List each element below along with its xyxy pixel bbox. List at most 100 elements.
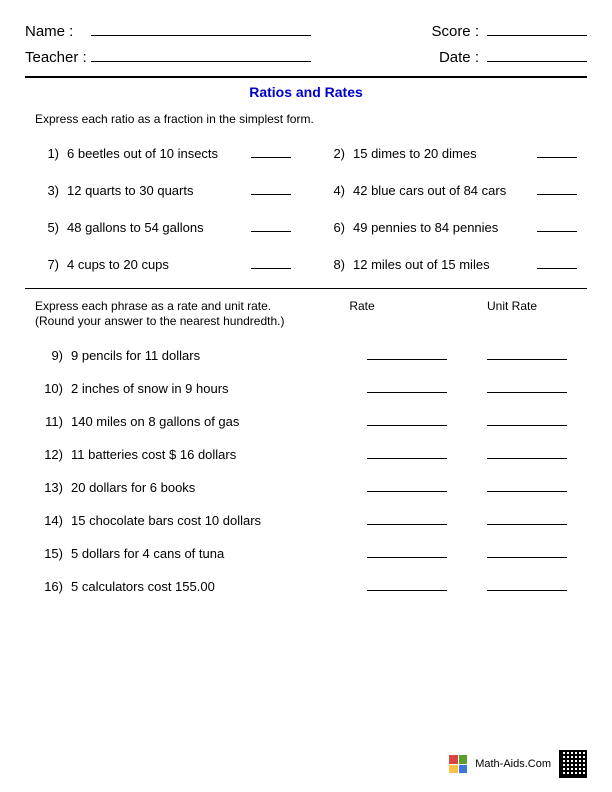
- score-blank-line: [487, 20, 587, 36]
- footer-site-text: Math-Aids.Com: [475, 758, 551, 770]
- section2-instructions-line2: (Round your answer to the nearest hundre…: [35, 314, 284, 328]
- answer-blank: [251, 231, 291, 232]
- question-number: 4): [321, 183, 345, 198]
- rate-blank: [367, 590, 447, 591]
- question-row: 15) 5 dollars for 4 cans of tuna: [35, 546, 577, 561]
- answer-blanks: [367, 590, 577, 591]
- answer-blanks: [367, 557, 577, 558]
- rate-blank: [367, 458, 447, 459]
- question-row: 1) 6 beetles out of 10 insects: [35, 146, 291, 161]
- question-number: 1): [35, 146, 59, 161]
- question-row: 13) 20 dollars for 6 books: [35, 480, 577, 495]
- question-row: 9) 9 pencils for 11 dollars: [35, 348, 577, 363]
- logo-cell-2: [459, 755, 468, 764]
- section1-grid: 1) 6 beetles out of 10 insects 2) 15 dim…: [25, 146, 587, 272]
- unit-rate-blank: [487, 590, 567, 591]
- score-label: Score :: [423, 23, 479, 40]
- question-number: 15): [35, 546, 63, 561]
- answer-blanks: [367, 425, 577, 426]
- column-headers: Rate Unit Rate: [317, 299, 577, 330]
- answer-blank: [251, 157, 291, 158]
- answer-blanks: [367, 392, 577, 393]
- rate-blank: [367, 359, 447, 360]
- question-row: 4) 42 blue cars out of 84 cars: [321, 183, 577, 198]
- rate-blank: [367, 524, 447, 525]
- answer-blanks: [367, 524, 577, 525]
- question-text: 5 dollars for 4 cans of tuna: [71, 546, 367, 561]
- question-text: 12 miles out of 15 miles: [353, 257, 533, 272]
- teacher-blank-line: [91, 46, 311, 62]
- unit-rate-column-header: Unit Rate: [467, 299, 557, 330]
- date-field-row: Date :: [423, 46, 587, 66]
- section2-instructions: Express each phrase as a rate and unit r…: [35, 299, 284, 330]
- question-row: 16) 5 calculators cost 155.00: [35, 579, 577, 594]
- logo-icon: [449, 755, 467, 773]
- answer-blanks: [367, 491, 577, 492]
- name-blank-line: [91, 20, 311, 36]
- question-row: 14) 15 chocolate bars cost 10 dollars: [35, 513, 577, 528]
- rate-blank: [367, 557, 447, 558]
- question-number: 10): [35, 381, 63, 396]
- question-number: 9): [35, 348, 63, 363]
- question-number: 11): [35, 414, 63, 429]
- name-field-row: Name :: [25, 20, 311, 40]
- answer-blank: [251, 268, 291, 269]
- unit-rate-blank: [487, 524, 567, 525]
- rate-blank: [367, 425, 447, 426]
- answer-blank: [537, 231, 577, 232]
- question-text: 2 inches of snow in 9 hours: [71, 381, 367, 396]
- unit-rate-blank: [487, 359, 567, 360]
- question-number: 2): [321, 146, 345, 161]
- question-number: 13): [35, 480, 63, 495]
- question-text: 4 cups to 20 cups: [67, 257, 247, 272]
- answer-blank: [537, 194, 577, 195]
- question-text: 11 batteries cost $ 16 dollars: [71, 447, 367, 462]
- question-row: 3) 12 quarts to 30 quarts: [35, 183, 291, 198]
- logo-cell-1: [449, 755, 458, 764]
- question-text: 140 miles on 8 gallons of gas: [71, 414, 367, 429]
- rate-blank: [367, 491, 447, 492]
- section2-header-row: Express each phrase as a rate and unit r…: [25, 299, 587, 330]
- question-text: 5 calculators cost 155.00: [71, 579, 367, 594]
- question-row: 6) 49 pennies to 84 pennies: [321, 220, 577, 235]
- logo-cell-4: [459, 765, 468, 774]
- header-fields: Name : Teacher : Score : Date :: [25, 20, 587, 66]
- answer-blank: [537, 157, 577, 158]
- answer-blanks: [367, 458, 577, 459]
- answer-blank: [251, 194, 291, 195]
- question-number: 8): [321, 257, 345, 272]
- question-text: 9 pencils for 11 dollars: [71, 348, 367, 363]
- unit-rate-blank: [487, 491, 567, 492]
- question-number: 6): [321, 220, 345, 235]
- question-row: 11) 140 miles on 8 gallons of gas: [35, 414, 577, 429]
- teacher-label: Teacher :: [25, 49, 91, 66]
- answer-blanks: [367, 359, 577, 360]
- section2-list: 9) 9 pencils for 11 dollars 10) 2 inches…: [25, 348, 587, 594]
- question-row: 10) 2 inches of snow in 9 hours: [35, 381, 577, 396]
- unit-rate-blank: [487, 458, 567, 459]
- rate-blank: [367, 392, 447, 393]
- question-number: 3): [35, 183, 59, 198]
- teacher-field-row: Teacher :: [25, 46, 311, 66]
- question-text: 15 chocolate bars cost 10 dollars: [71, 513, 367, 528]
- unit-rate-blank: [487, 392, 567, 393]
- question-text: 48 gallons to 54 gallons: [67, 220, 247, 235]
- logo-cell-3: [449, 765, 458, 774]
- footer: Math-Aids.Com: [449, 750, 587, 778]
- question-row: 2) 15 dimes to 20 dimes: [321, 146, 577, 161]
- question-text: 20 dollars for 6 books: [71, 480, 367, 495]
- top-divider: [25, 76, 587, 78]
- question-number: 16): [35, 579, 63, 594]
- question-text: 6 beetles out of 10 insects: [67, 146, 247, 161]
- question-number: 12): [35, 447, 63, 462]
- question-row: 7) 4 cups to 20 cups: [35, 257, 291, 272]
- name-label: Name :: [25, 23, 91, 40]
- mid-divider: [25, 288, 587, 289]
- question-row: 12) 11 batteries cost $ 16 dollars: [35, 447, 577, 462]
- question-text: 15 dimes to 20 dimes: [353, 146, 533, 161]
- answer-blank: [537, 268, 577, 269]
- header-left: Name : Teacher :: [25, 20, 311, 66]
- date-label: Date :: [423, 49, 479, 66]
- unit-rate-blank: [487, 425, 567, 426]
- question-number: 5): [35, 220, 59, 235]
